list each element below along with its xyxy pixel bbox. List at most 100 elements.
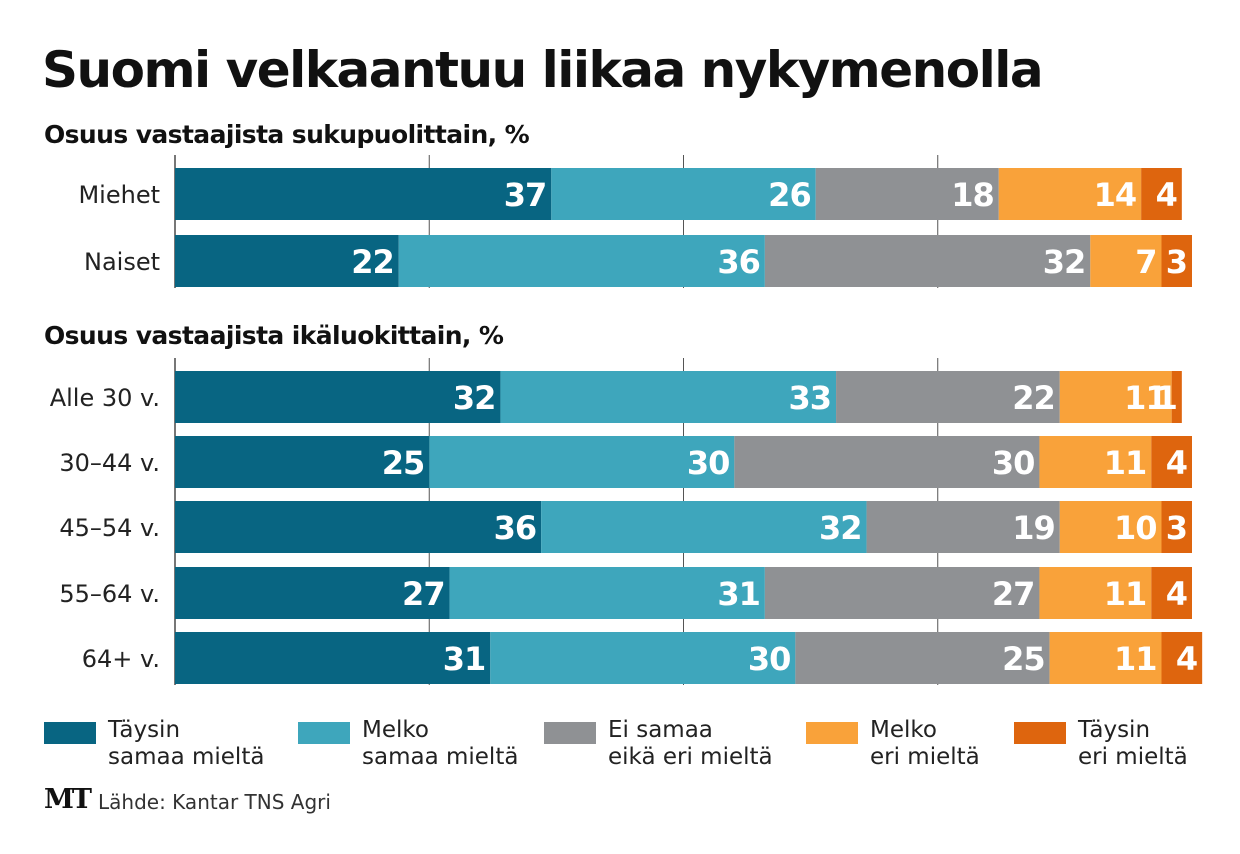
- legend-swatch: [298, 722, 350, 744]
- bar-segment-30-44-v-taysin-eri-mielta: [1151, 436, 1192, 488]
- bar-segment-30-44-v-melko-samaa-mielta: [429, 436, 735, 488]
- data-label-64-v-melko-eri-mielta: 11: [1114, 640, 1157, 678]
- data-label-55-64-v-melko-eri-mielta: 11: [1104, 575, 1147, 613]
- legend-label: Täysin eri mieltä: [1078, 717, 1240, 771]
- bar-segment-45-54-v-taysin-eri-mielta: [1161, 501, 1192, 553]
- data-label-45-54-v-taysin-samaa-mielta: 36: [494, 509, 537, 547]
- data-label-30-44-v-ei-samaa-eika-eri-mielta: 30: [992, 444, 1035, 482]
- data-label-naiset-taysin-samaa-mielta: 22: [351, 243, 394, 281]
- legend-label: Melko eri mieltä: [870, 717, 1060, 771]
- bar-segment-alle-30-v-melko-samaa-mielta: [500, 371, 837, 423]
- bar-segment-alle-30-v-melko-eri-mielta: [1059, 371, 1172, 423]
- bar-segment-64-v-taysin-samaa-mielta: [175, 632, 491, 684]
- subtitle-gender: Osuus vastaajista sukupuolittain, %: [44, 120, 530, 149]
- data-label-alle-30-v-melko-eri-mielta: 11: [1124, 379, 1167, 417]
- bar-segment-45-54-v-melko-samaa-mielta: [541, 501, 867, 553]
- bar-segment-alle-30-v-taysin-eri-mielta: [1171, 371, 1182, 423]
- bar-segment-naiset-melko-samaa-mielta: [398, 235, 765, 287]
- bar-segment-miehet-ei-samaa-eika-eri-mielta: [815, 168, 999, 220]
- legend-label-line2: eri mieltä: [870, 744, 980, 770]
- data-label-45-54-v-taysin-eri-mielta: 3: [1166, 509, 1187, 547]
- data-label-miehet-melko-eri-mielta: 14: [1094, 176, 1137, 214]
- bar-segment-45-54-v-ei-samaa-eika-eri-mielta: [866, 501, 1060, 553]
- legend-label-line1: Melko: [870, 717, 937, 743]
- data-label-64-v-taysin-samaa-mielta: 31: [443, 640, 486, 678]
- data-label-55-64-v-ei-samaa-eika-eri-mielta: 27: [992, 575, 1035, 613]
- bar-segment-miehet-melko-eri-mielta: [998, 168, 1142, 220]
- legend-label-line2: eri mieltä: [1078, 744, 1188, 770]
- source-note: Lähde: Kantar TNS Agri: [98, 790, 331, 814]
- legend-label-line2: samaa mieltä: [362, 744, 519, 770]
- category-label-alle-30-v: Alle 30 v.: [50, 384, 160, 412]
- legend-label-line1: Ei samaa: [608, 717, 713, 743]
- data-label-55-64-v-taysin-samaa-mielta: 27: [402, 575, 445, 613]
- data-label-55-64-v-melko-samaa-mielta: 31: [717, 575, 760, 613]
- legend-label-line1: Melko: [362, 717, 429, 743]
- data-label-naiset-melko-eri-mielta: 7: [1135, 243, 1156, 281]
- bar-segment-55-64-v-melko-eri-mielta: [1039, 567, 1152, 619]
- bar-segment-55-64-v-ei-samaa-eika-eri-mielta: [764, 567, 1040, 619]
- bar-segment-alle-30-v-taysin-samaa-mielta: [175, 371, 501, 423]
- bar-segment-64-v-melko-eri-mielta: [1049, 632, 1162, 684]
- bar-segment-alle-30-v-ei-samaa-eika-eri-mielta: [836, 371, 1060, 423]
- data-label-alle-30-v-taysin-eri-mielta: 1: [1156, 379, 1177, 417]
- data-label-miehet-taysin-eri-mielta: 4: [1156, 176, 1177, 214]
- category-label-64-v: 64+ v.: [82, 645, 160, 673]
- data-label-30-44-v-melko-samaa-mielta: 30: [687, 444, 730, 482]
- bar-segment-45-54-v-taysin-samaa-mielta: [175, 501, 542, 553]
- category-label-45-54-v: 45–54 v.: [59, 514, 160, 542]
- category-label-miehet: Miehet: [78, 181, 160, 209]
- legend-label: Melko samaa mieltä: [362, 717, 552, 771]
- data-label-64-v-ei-samaa-eika-eri-mielta: 25: [1002, 640, 1045, 678]
- data-label-miehet-ei-samaa-eika-eri-mielta: 18: [951, 176, 994, 214]
- mt-logo: MT: [44, 784, 92, 815]
- bar-segment-64-v-melko-samaa-mielta: [490, 632, 796, 684]
- bar-segment-55-64-v-melko-samaa-mielta: [449, 567, 765, 619]
- category-label-55-64-v: 55–64 v.: [59, 580, 160, 608]
- category-label-30-44-v: 30–44 v.: [59, 449, 160, 477]
- bar-segment-naiset-ei-samaa-eika-eri-mielta: [764, 235, 1091, 287]
- bar-segment-miehet-melko-samaa-mielta: [551, 168, 816, 220]
- bar-segment-30-44-v-ei-samaa-eika-eri-mielta: [734, 436, 1040, 488]
- data-label-45-54-v-melko-samaa-mielta: 32: [819, 509, 862, 547]
- legend-label-line2: samaa mieltä: [108, 744, 265, 770]
- data-label-naiset-melko-samaa-mielta: 36: [717, 243, 760, 281]
- legend-swatch: [1014, 722, 1066, 744]
- data-label-30-44-v-melko-eri-mielta: 11: [1104, 444, 1147, 482]
- data-label-miehet-melko-samaa-mielta: 26: [768, 176, 811, 214]
- data-label-miehet-taysin-samaa-mielta: 37: [504, 176, 547, 214]
- data-label-30-44-v-taysin-eri-mielta: 4: [1166, 444, 1187, 482]
- bar-segment-64-v-ei-samaa-eika-eri-mielta: [795, 632, 1050, 684]
- bar-segment-naiset-melko-eri-mielta: [1090, 235, 1162, 287]
- data-label-naiset-ei-samaa-eika-eri-mielta: 32: [1043, 243, 1086, 281]
- legend-swatch: [44, 722, 96, 744]
- data-label-45-54-v-ei-samaa-eika-eri-mielta: 19: [1012, 509, 1055, 547]
- bar-segment-naiset-taysin-samaa-mielta: [175, 235, 399, 287]
- data-label-64-v-taysin-eri-mielta: 4: [1176, 640, 1197, 678]
- bar-segment-55-64-v-taysin-samaa-mielta: [175, 567, 450, 619]
- legend-label-line1: Täysin: [1078, 717, 1151, 743]
- data-label-64-v-melko-samaa-mielta: 30: [748, 640, 791, 678]
- bar-segment-64-v-taysin-eri-mielta: [1161, 632, 1203, 684]
- bar-segment-miehet-taysin-eri-mielta: [1141, 168, 1182, 220]
- bar-segment-30-44-v-melko-eri-mielta: [1039, 436, 1152, 488]
- bar-segment-45-54-v-melko-eri-mielta: [1059, 501, 1162, 553]
- data-label-alle-30-v-ei-samaa-eika-eri-mielta: 22: [1012, 379, 1055, 417]
- subtitle-age: Osuus vastaajista ikäluokittain, %: [44, 321, 504, 350]
- bar-segment-30-44-v-taysin-samaa-mielta: [175, 436, 430, 488]
- data-label-55-64-v-taysin-eri-mielta: 4: [1166, 575, 1187, 613]
- legend-label-line2: eikä eri mieltä: [608, 744, 773, 770]
- legend-swatch: [544, 722, 596, 744]
- data-label-alle-30-v-taysin-samaa-mielta: 32: [453, 379, 496, 417]
- legend-label-line1: Täysin: [108, 717, 181, 743]
- data-label-alle-30-v-melko-samaa-mielta: 33: [789, 379, 832, 417]
- legend: Täysin samaa mieltä Melko samaa mieltä E…: [0, 717, 1240, 787]
- data-label-45-54-v-melko-eri-mielta: 10: [1114, 509, 1157, 547]
- category-label-naiset: Naiset: [84, 248, 160, 276]
- legend-label: Täysin samaa mieltä: [108, 717, 298, 771]
- chart-title: Suomi velkaantuu liikaa nykymenolla: [42, 41, 1044, 99]
- bar-segment-miehet-taysin-samaa-mielta: [175, 168, 552, 220]
- legend-swatch: [806, 722, 858, 744]
- legend-label: Ei samaa eikä eri mieltä: [608, 717, 798, 771]
